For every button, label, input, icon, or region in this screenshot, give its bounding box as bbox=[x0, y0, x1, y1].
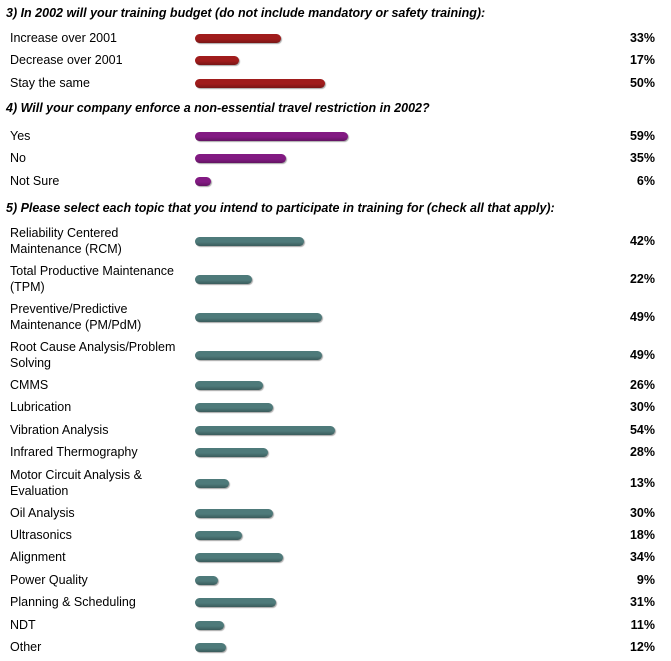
category-label: Lubrication bbox=[10, 400, 72, 414]
question-title-4: 4) Will your company enforce a non-essen… bbox=[6, 101, 430, 115]
value-label: 34% bbox=[629, 549, 655, 564]
category-label: CMMS bbox=[10, 378, 49, 392]
value-label: 9% bbox=[636, 572, 655, 587]
bar bbox=[195, 598, 276, 607]
value-label: 6% bbox=[636, 173, 655, 188]
question-title-3: 3) In 2002 will your training budget (do… bbox=[6, 6, 486, 20]
category-label: Decrease over 2001 bbox=[10, 53, 123, 67]
bar bbox=[195, 351, 323, 360]
bar bbox=[195, 448, 268, 457]
category-label: Preventive/Predictive Maintenance (PM/Pd… bbox=[10, 302, 142, 332]
value-label: 30% bbox=[629, 399, 655, 414]
bar bbox=[195, 79, 325, 88]
category-label: Infrared Thermography bbox=[10, 445, 138, 459]
bar bbox=[195, 237, 305, 246]
value-label: 12% bbox=[629, 639, 655, 654]
bar bbox=[195, 275, 253, 284]
category-label: No bbox=[10, 151, 26, 165]
category-label: Planning & Scheduling bbox=[10, 595, 136, 609]
category-label: Vibration Analysis bbox=[10, 423, 109, 437]
value-label: 49% bbox=[629, 347, 655, 362]
bar bbox=[195, 576, 219, 585]
category-label: Increase over 2001 bbox=[10, 31, 118, 45]
category-label: Motor Circuit Analysis & Evaluation bbox=[10, 468, 142, 498]
category-label: Not Sure bbox=[10, 174, 60, 188]
category-label: Oil Analysis bbox=[10, 506, 75, 520]
category-label: Stay the same bbox=[10, 76, 90, 90]
bar bbox=[195, 177, 211, 186]
value-label: 22% bbox=[629, 271, 655, 286]
value-label: 59% bbox=[629, 128, 655, 143]
bar bbox=[195, 643, 227, 652]
bar bbox=[195, 34, 281, 43]
bar bbox=[195, 154, 286, 163]
bar bbox=[195, 381, 263, 390]
value-label: 30% bbox=[629, 505, 655, 520]
bar bbox=[195, 426, 336, 435]
bar bbox=[195, 509, 273, 518]
value-label: 54% bbox=[629, 422, 655, 437]
value-label: 11% bbox=[630, 617, 655, 632]
value-label: 42% bbox=[629, 233, 655, 248]
value-label: 17% bbox=[629, 52, 655, 67]
bar bbox=[195, 403, 273, 412]
category-label: NDT bbox=[10, 618, 36, 632]
category-label: Yes bbox=[10, 129, 31, 143]
category-label: Reliability Centered Maintenance (RCM) bbox=[10, 226, 122, 256]
bar bbox=[195, 56, 240, 65]
bar bbox=[195, 132, 349, 141]
value-label: 13% bbox=[629, 475, 655, 490]
bar bbox=[195, 553, 284, 562]
value-label: 18% bbox=[629, 527, 655, 542]
bar bbox=[195, 313, 323, 322]
category-label: Ultrasonics bbox=[10, 528, 72, 542]
bar bbox=[195, 531, 242, 540]
bar bbox=[195, 621, 224, 630]
category-label: Total Productive Maintenance (TPM) bbox=[10, 264, 174, 294]
value-label: 50% bbox=[629, 75, 655, 90]
value-label: 33% bbox=[629, 30, 655, 45]
category-label: Power Quality bbox=[10, 573, 88, 587]
value-label: 26% bbox=[629, 377, 655, 392]
bar bbox=[195, 479, 229, 488]
category-label: Alignment bbox=[10, 550, 66, 564]
value-label: 28% bbox=[629, 444, 655, 459]
question-title-5: 5) Please select each topic that you int… bbox=[6, 201, 555, 215]
value-label: 35% bbox=[629, 150, 655, 165]
value-label: 49% bbox=[629, 309, 655, 324]
category-label: Root Cause Analysis/Problem Solving bbox=[10, 340, 176, 370]
category-label: Other bbox=[10, 640, 42, 654]
value-label: 31% bbox=[629, 594, 655, 609]
